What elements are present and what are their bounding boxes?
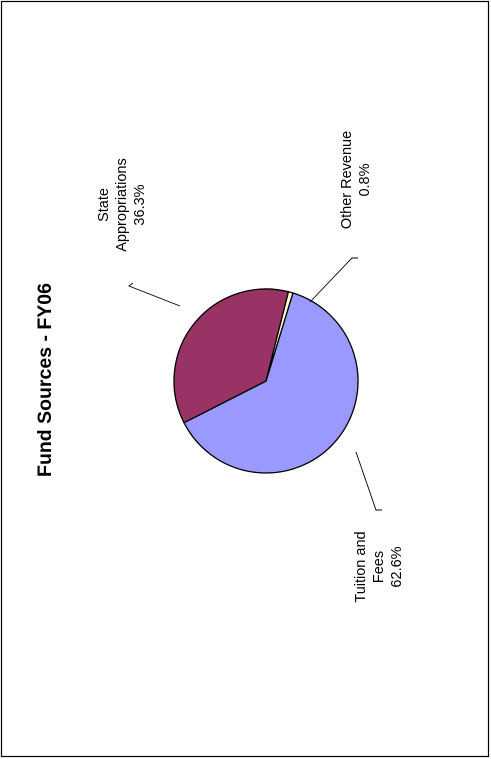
chart-title: Fund Sources - FY06 [34, 283, 56, 477]
pie-slices [173, 288, 359, 474]
pie-slice-state-appropriations [173, 288, 290, 424]
label-state-appropriations: State Appropriations 36.3% [96, 158, 148, 252]
tuition-and-fees-name-line2: Fees [371, 551, 387, 583]
other-revenue-name: Other Revenue [339, 131, 355, 229]
label-other-revenue: Other Revenue 0.8% [339, 131, 373, 229]
state-appropriations-name-line2: Appropriations [114, 158, 130, 252]
pie-slice-tuition-and-fees [183, 292, 359, 474]
pie-slice-other-revenue [265, 290, 294, 382]
state-appropriations-name-line1: State [96, 188, 112, 222]
leader-other-revenue [309, 257, 358, 303]
other-revenue-value: 0.8% [357, 163, 373, 196]
leader-tuition-and-fees [355, 451, 382, 511]
state-appropriations-value: 36.3% [132, 184, 148, 225]
tuition-and-fees-name-line1: Tuition and [353, 531, 369, 602]
tuition-and-fees-value: 62.6% [389, 546, 405, 587]
label-tuition-and-fees: Tuition and Fees 62.6% [353, 531, 405, 602]
leader-state-appropriations [128, 282, 181, 307]
